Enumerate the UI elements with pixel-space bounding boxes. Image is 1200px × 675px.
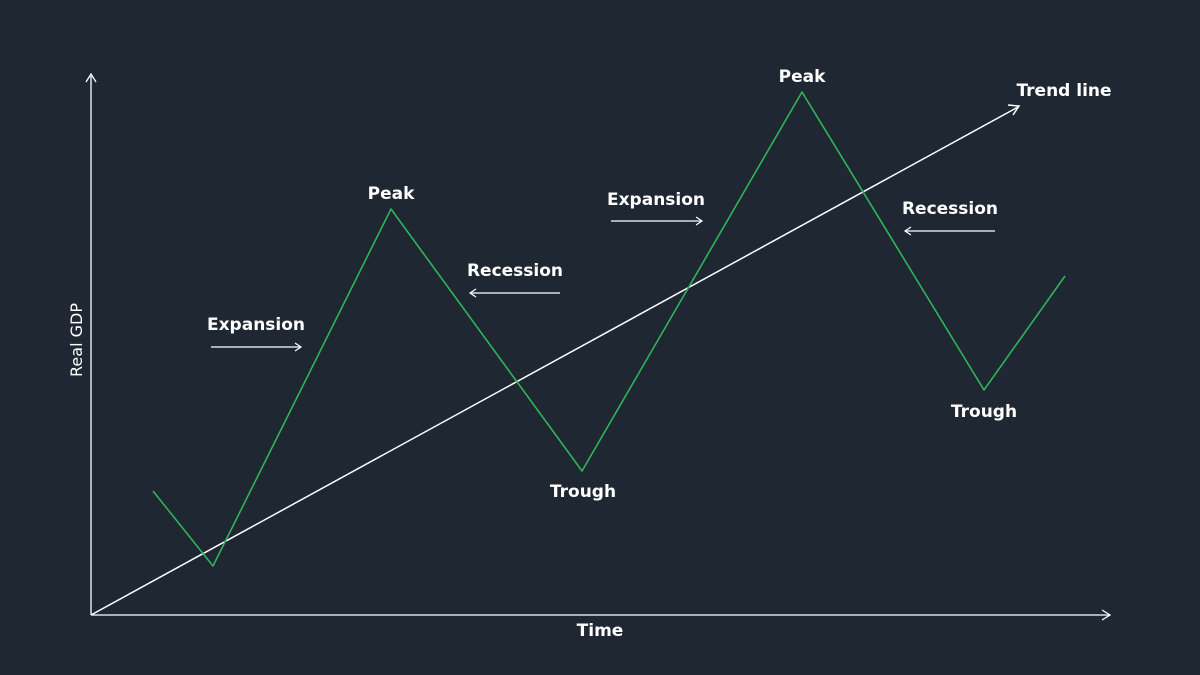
label-trend-line: Trend line xyxy=(1016,81,1111,101)
label-recession-1: Recession xyxy=(467,261,563,281)
label-peak-2: Peak xyxy=(779,67,826,87)
label-trough-1: Trough xyxy=(550,482,616,502)
label-expansion-2: Expansion xyxy=(607,190,705,210)
recession-arrow-1-head xyxy=(468,288,477,298)
y-axis-arrowhead xyxy=(85,72,97,83)
label-recession-2: Recession xyxy=(902,199,998,219)
phase-arrows xyxy=(211,216,995,352)
label-trough-2: Trough xyxy=(951,402,1017,422)
business-cycle-line xyxy=(152,91,1066,567)
x-axis-title: Time xyxy=(577,621,624,641)
expansion-arrow-1-head xyxy=(294,342,303,352)
x-axis-arrowhead xyxy=(1101,609,1112,621)
label-expansion-1: Expansion xyxy=(207,315,305,335)
label-peak-1: Peak xyxy=(368,184,415,204)
expansion-arrow-2-head xyxy=(695,216,704,226)
trend-line xyxy=(90,106,1019,616)
recession-arrow-2-head xyxy=(903,226,912,236)
trend-line-arrowhead xyxy=(1007,104,1021,116)
y-axis-title: Real GDP xyxy=(67,303,86,377)
